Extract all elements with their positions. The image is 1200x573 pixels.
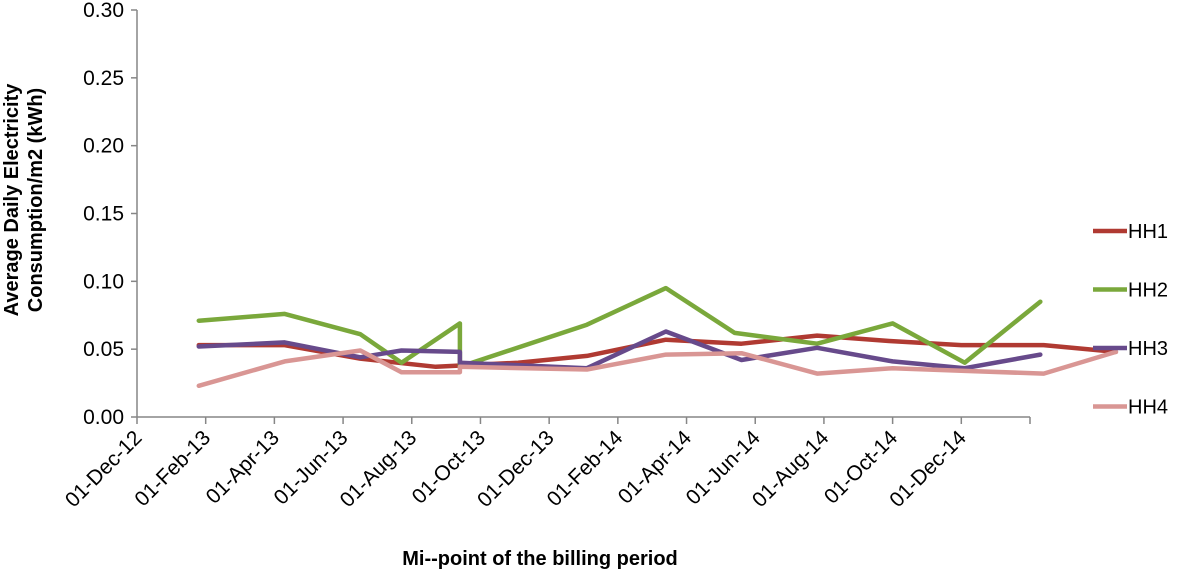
y-tick-label: 0.25: [83, 67, 124, 90]
series-lines: [196, 285, 1119, 389]
x-axis-title: Mi--point of the billing period: [402, 548, 678, 570]
y-tick-label: 0.05: [83, 338, 124, 361]
x-axis-ticks: 01-Dec-1201-Feb-1301-Apr-1301-Jun-1301-A…: [61, 417, 1031, 512]
y-tick-label: 0.20: [83, 135, 124, 158]
legend-label-hh4: HH4: [1128, 397, 1168, 419]
series-line-hh4: [196, 348, 1119, 389]
series-line-hh2: [196, 285, 1043, 370]
y-tick-label: 0.15: [83, 203, 124, 226]
y-axis-ticks: 0.00 0.05 0.10 0.15 0.20 0.25 0.30: [83, 0, 137, 429]
legend: HH1 HH2 HH3 HH4: [1093, 221, 1168, 419]
y-axis-title-line1: Average Daily Electricity: [1, 83, 23, 317]
x-tick-label: 01-Feb-13: [130, 426, 215, 511]
legend-label-hh1: HH1: [1128, 221, 1168, 243]
x-tick-label: 01-Feb-14: [543, 426, 628, 511]
y-axis-title: Average Daily Electricity Consumption/m2…: [1, 83, 47, 317]
y-tick-label: 0.00: [83, 406, 124, 429]
y-tick-label: 0.10: [83, 270, 124, 293]
legend-label-hh3: HH3: [1128, 338, 1168, 360]
legend-label-hh2: HH2: [1128, 280, 1168, 302]
y-tick-label: 0.30: [83, 0, 124, 22]
y-axis-title-line2: Consumption/m2 (kWh): [25, 88, 47, 312]
